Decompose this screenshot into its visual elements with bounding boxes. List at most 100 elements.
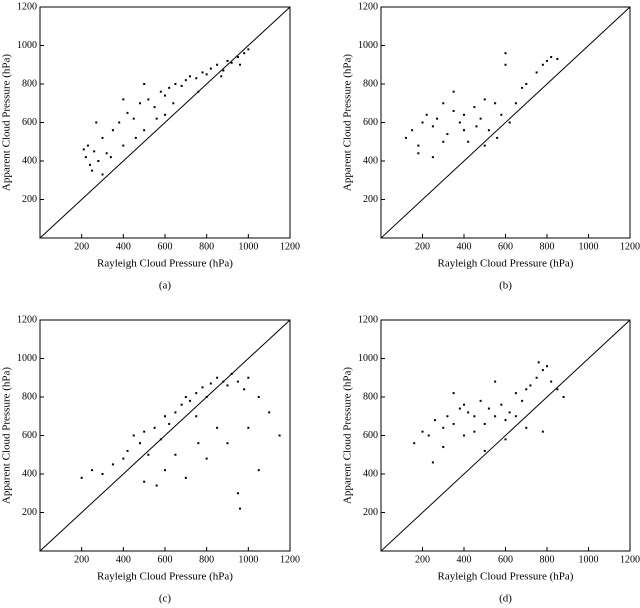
point	[421, 430, 424, 433]
point	[247, 48, 250, 51]
point	[184, 396, 187, 398]
point	[452, 422, 455, 425]
y-tick-label: 1200	[17, 314, 37, 325]
one-to-one-line	[380, 319, 631, 552]
y-axis-label: Apparent Cloud Pressure (hPa)	[342, 54, 354, 192]
point	[147, 453, 150, 456]
y-tick-label: 1200	[358, 314, 378, 325]
point	[514, 102, 517, 105]
x-tick-label: 800	[540, 241, 555, 252]
point	[431, 125, 434, 128]
point	[220, 75, 223, 78]
y-tick-label: 600	[363, 430, 378, 441]
point	[541, 63, 544, 66]
point	[479, 399, 482, 402]
x-tick-label: 800	[540, 554, 555, 565]
point	[550, 56, 553, 59]
point	[452, 90, 455, 93]
point	[463, 129, 465, 132]
x-tick-label: 200	[415, 554, 430, 565]
point	[541, 430, 544, 433]
point	[226, 442, 229, 445]
y-tick-label: 800	[22, 391, 37, 402]
point	[463, 403, 465, 406]
point	[139, 442, 141, 445]
x-tick-label: 600	[158, 554, 173, 565]
y-tick-label: 1000	[358, 40, 378, 51]
point	[487, 407, 490, 410]
point	[247, 376, 250, 379]
point	[236, 380, 239, 383]
point	[216, 63, 219, 66]
point	[504, 438, 507, 441]
point	[84, 156, 87, 159]
point	[111, 463, 114, 466]
x-tick-label: 600	[498, 241, 513, 252]
x-axis-label: Rayleigh Cloud Pressure (hPa)	[438, 571, 574, 583]
point	[452, 109, 455, 112]
point	[427, 434, 430, 437]
point	[525, 388, 528, 391]
y-tick-label: 800	[363, 391, 378, 402]
point	[483, 449, 486, 452]
point	[143, 129, 146, 132]
y-tick-label: 600	[363, 117, 378, 128]
point	[164, 469, 166, 472]
point	[504, 63, 507, 66]
point	[442, 426, 445, 429]
point	[483, 98, 486, 101]
point	[155, 484, 158, 487]
point	[195, 77, 198, 80]
point	[180, 403, 183, 406]
y-tick-label: 200	[22, 194, 37, 205]
one-to-one-line	[380, 6, 631, 239]
caption: (c)	[159, 593, 172, 605]
point	[209, 382, 212, 385]
point	[197, 442, 200, 445]
x-tick-label: 1000	[238, 554, 258, 565]
point	[184, 79, 187, 82]
point	[97, 160, 100, 162]
x-tick-label: 400	[116, 554, 131, 565]
point	[143, 83, 146, 85]
point	[201, 71, 204, 74]
point	[174, 453, 177, 456]
point	[222, 69, 225, 72]
point	[216, 426, 219, 429]
point	[452, 392, 455, 395]
point	[467, 140, 470, 143]
point	[535, 376, 538, 379]
x-tick-label: 1000	[579, 241, 599, 252]
point	[483, 144, 486, 147]
x-tick-label: 1000	[579, 554, 599, 565]
point	[122, 98, 125, 101]
point	[479, 117, 482, 120]
point	[172, 102, 175, 105]
x-tick-label: 200	[74, 241, 89, 252]
point	[504, 52, 507, 55]
point	[239, 507, 241, 510]
point	[494, 102, 497, 105]
point	[446, 133, 449, 136]
point	[132, 434, 135, 437]
point	[109, 156, 112, 159]
x-tick-label: 200	[415, 241, 430, 252]
y-tick-label: 800	[22, 78, 37, 89]
y-tick-label: 400	[363, 155, 378, 166]
point	[216, 376, 219, 379]
point	[508, 121, 511, 124]
point	[535, 71, 538, 74]
point	[487, 129, 490, 132]
point	[483, 422, 486, 425]
point	[195, 392, 198, 395]
y-tick-label: 200	[363, 194, 378, 205]
point	[164, 415, 166, 418]
point	[458, 407, 461, 410]
y-tick-label: 200	[22, 507, 37, 518]
point	[417, 144, 420, 147]
point	[473, 430, 476, 433]
point	[257, 469, 260, 472]
point	[500, 113, 503, 116]
point	[180, 84, 183, 87]
caption: (b)	[499, 280, 512, 292]
